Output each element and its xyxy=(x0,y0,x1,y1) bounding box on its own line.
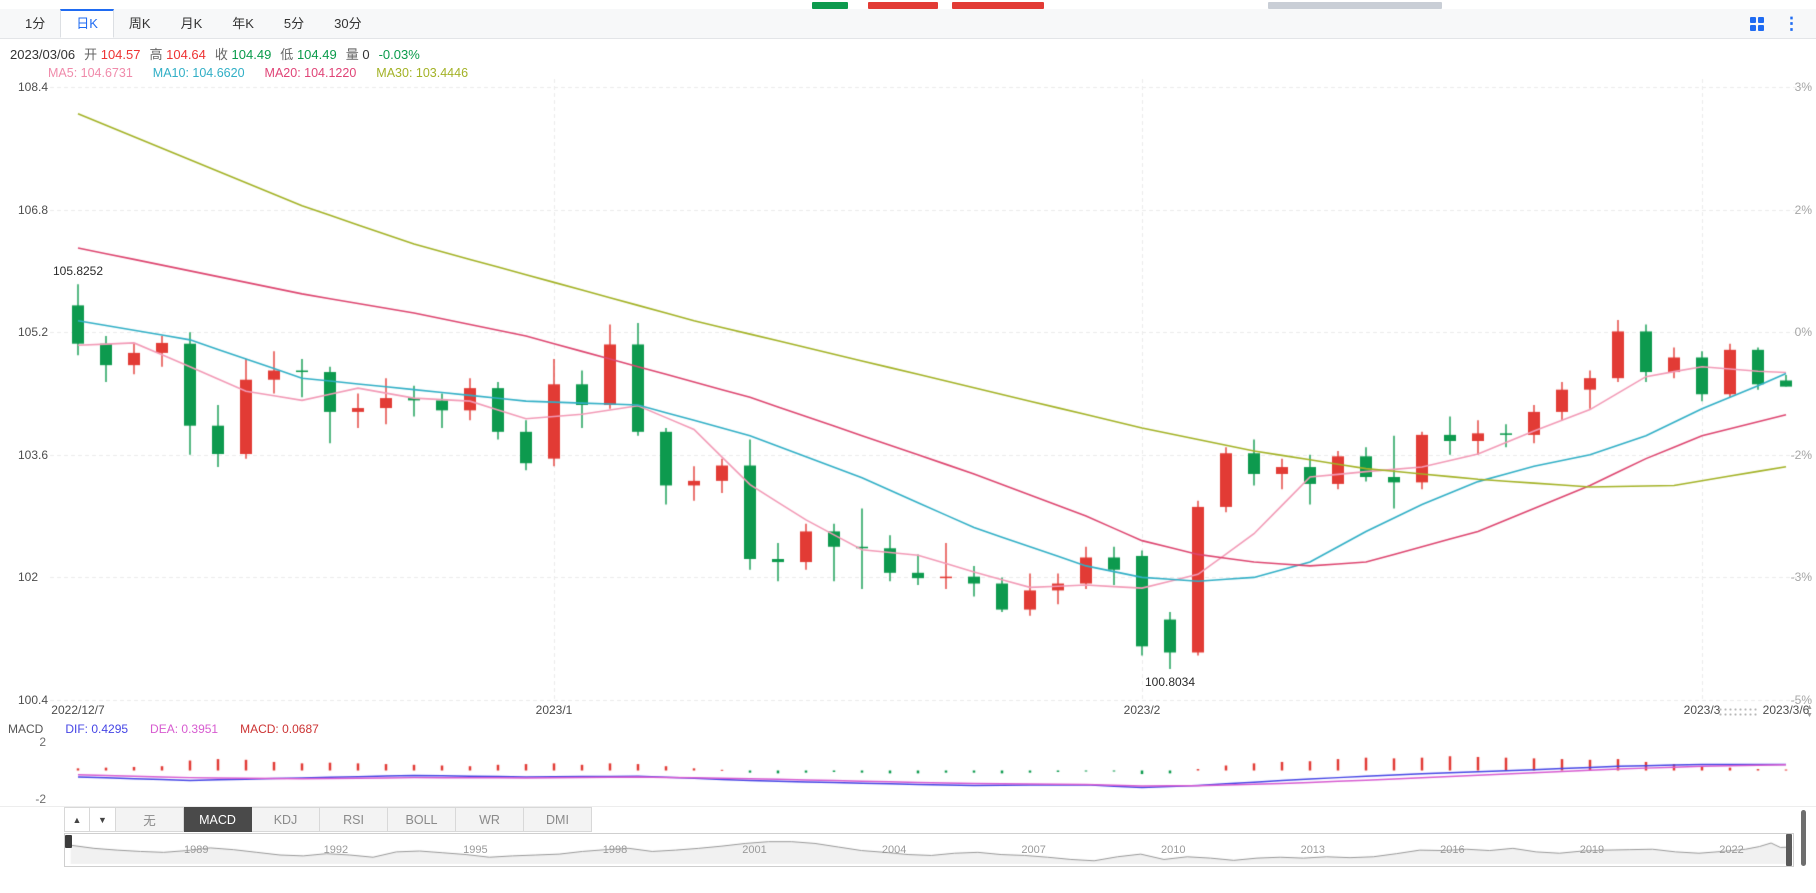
indicator-tab-rsi[interactable]: RSI xyxy=(320,807,388,832)
clipped-content-fragment xyxy=(812,2,848,9)
macd-title: MACD xyxy=(8,722,44,736)
indicator-tab-wr[interactable]: WR xyxy=(456,807,524,832)
indicator-tab-none[interactable]: 无 xyxy=(116,807,184,832)
low-label: 低 xyxy=(280,47,294,62)
navigator-left-handle[interactable] xyxy=(65,835,72,848)
macd-value: MACD: 0.0687 xyxy=(240,722,319,736)
close-label: 收 xyxy=(214,47,228,62)
clipped-top-content xyxy=(0,0,1816,9)
layout-grid-icon[interactable] xyxy=(1749,16,1765,32)
axis-scroll-dots[interactable] xyxy=(1718,707,1758,717)
ma10-legend: MA10: 104.6620 xyxy=(152,66,245,80)
clipped-content-fragment xyxy=(952,2,1044,9)
period-tab-bar: 1分 日K 周K 月K 年K 5分 30分 ⋮ xyxy=(0,9,1816,39)
close-value: 104.49 xyxy=(231,47,272,62)
open-label: 开 xyxy=(84,47,98,62)
open-value: 104.57 xyxy=(100,47,141,62)
quote-date: 2023/03/06 xyxy=(10,47,76,62)
clipped-content-fragment xyxy=(868,2,938,9)
dea-value: DEA: 0.3951 xyxy=(150,722,219,736)
tab-yearly-k[interactable]: 年K xyxy=(232,16,254,31)
dif-value: DIF: 0.4295 xyxy=(65,722,129,736)
ma-legend: MA5: 104.6731 MA10: 104.6620 MA20: 104.1… xyxy=(48,66,468,81)
ma30-legend: MA30: 103.4446 xyxy=(376,66,469,80)
indicator-tab-dmi[interactable]: DMI xyxy=(524,807,592,832)
indicator-up-button[interactable]: ▲ xyxy=(64,807,90,832)
axis-scroll-down-icon[interactable]: ▼ xyxy=(1806,712,1813,719)
high-value: 104.64 xyxy=(166,47,206,62)
indicator-tab-boll[interactable]: BOLL xyxy=(388,807,456,832)
volume-value: 0 xyxy=(362,47,370,62)
volume-label: 量 xyxy=(345,47,359,62)
macd-legend: MACD DIF: 0.4295 DEA: 0.3951 MACD: 0.068… xyxy=(8,722,319,736)
low-value: 104.49 xyxy=(296,47,337,62)
ma20-legend: MA20: 104.1220 xyxy=(264,66,357,80)
tab-5min[interactable]: 5分 xyxy=(283,16,305,31)
indicator-tab-kdj[interactable]: KDJ xyxy=(252,807,320,832)
indicator-tab-macd[interactable]: MACD xyxy=(184,807,252,832)
ma5-legend: MA5: 104.6731 xyxy=(48,66,133,80)
change-percent: -0.03% xyxy=(378,47,420,62)
more-menu-icon[interactable]: ⋮ xyxy=(1783,13,1800,33)
navigator-right-handle[interactable] xyxy=(1786,834,1792,866)
tab-monthly-k[interactable]: 月K xyxy=(180,16,203,31)
axis-scroll-up-icon[interactable]: ▲ xyxy=(1806,704,1813,711)
scrollbar-thumb[interactable] xyxy=(1801,810,1806,866)
ohlc-info-bar: 2023/03/06 开 104.57 高 104.64 收 104.49 低 … xyxy=(10,44,420,62)
high-label: 高 xyxy=(149,47,163,62)
tab-daily-k[interactable]: 日K xyxy=(60,9,114,38)
tab-30min[interactable]: 30分 xyxy=(334,16,362,31)
range-navigator[interactable] xyxy=(64,833,1794,867)
tab-weekly-k[interactable]: 周K xyxy=(128,16,151,31)
clipped-content-fragment xyxy=(1268,2,1442,9)
tab-1min[interactable]: 1分 xyxy=(25,16,46,31)
indicator-down-button[interactable]: ▼ xyxy=(90,807,116,832)
indicator-tab-bar: ▲ ▼ 无 MACD KDJ RSI BOLL WR DMI xyxy=(0,806,1816,832)
